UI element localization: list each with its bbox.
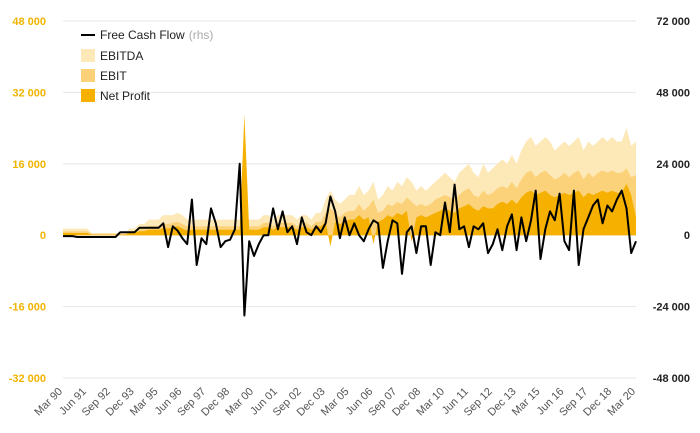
legend: Free Cash Flow (rhs) EBITDA EBIT Net Prof… (81, 28, 213, 103)
legend-swatch-net-profit (81, 89, 95, 102)
area-net-profit (63, 114, 636, 247)
y-left-tick-label: 16 000 (12, 159, 46, 171)
legend-label-ebit: EBIT (100, 69, 127, 83)
y-right-tick-label: -24 000 (653, 302, 690, 314)
legend-swatch-ebitda (81, 49, 95, 62)
y-left-tick-label: 48 000 (12, 16, 46, 28)
legend-label-net-profit: Net Profit (100, 89, 151, 103)
area-series (63, 114, 636, 247)
y-right-tick-label: 48 000 (656, 87, 690, 99)
y-left-tick-label: -32 000 (9, 373, 46, 385)
y-right-tick-label: -48 000 (653, 373, 690, 385)
legend-label-free-cash-flow: Free Cash Flow (rhs) (100, 28, 213, 42)
line-free-cash-flow (63, 162, 637, 317)
legend-label-ebitda: EBITDA (100, 49, 143, 63)
y-left-tick-label: -16 000 (9, 302, 46, 314)
line-series (63, 162, 637, 317)
legend-rhs-note: (rhs) (189, 28, 214, 42)
left-axis: 48 000 32 000 16 000 0 -16 000 -32 000 (9, 16, 46, 385)
y-right-tick-label: 24 000 (656, 159, 690, 171)
y-right-tick-label: 72 000 (656, 16, 690, 28)
y-left-tick-label: 0 (40, 230, 46, 242)
y-left-tick-label: 32 000 (12, 87, 46, 99)
legend-name-free-cash-flow: Free Cash Flow (100, 28, 185, 42)
y-right-tick-label: 0 (684, 230, 690, 242)
right-axis: 72 000 48 000 24 000 0 -24 000 -48 000 (653, 16, 690, 385)
legend-swatch-ebit (81, 69, 95, 82)
